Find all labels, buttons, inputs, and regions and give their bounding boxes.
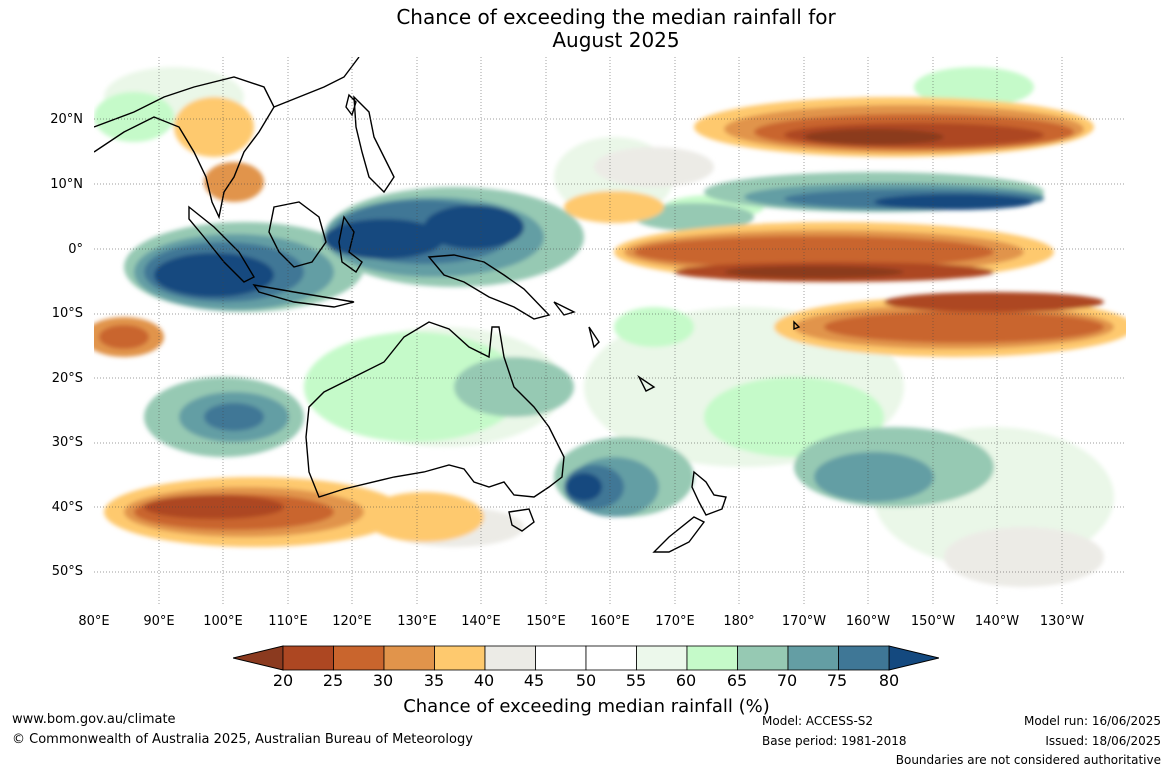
colorbar-cell (636, 645, 688, 671)
colorbar-tick-20: 20 (272, 671, 294, 690)
lon-label-160e: 160°E (590, 614, 630, 629)
lon-label-150w: 150°W (910, 614, 956, 629)
colorbar-tick-70: 70 (776, 671, 798, 690)
lat-label-30s: 30°S (51, 435, 83, 450)
footer-copyright: © Commonwealth of Australia 2025, Austra… (12, 732, 473, 747)
lon-label-140w: 140°W (974, 614, 1020, 629)
colorbar-tick-30: 30 (372, 671, 394, 690)
colorbar-tick-35: 35 (423, 671, 445, 690)
colorbar-tick-75: 75 (826, 671, 848, 690)
lon-label-170e: 170°E (655, 614, 695, 629)
lon-label-180: 180° (723, 614, 755, 629)
lat-label-50s: 50°S (51, 564, 83, 579)
footer-base-period: Base period: 1981-2018 (762, 734, 907, 748)
footer-website: www.bom.gov.au/climate (12, 712, 176, 727)
colorbar-cell (838, 645, 890, 671)
colorbar-tick-50: 50 (575, 671, 597, 690)
lon-label-110e: 110°E (268, 614, 308, 629)
lon-label-90e: 90°E (143, 614, 175, 629)
colorbar-cell (737, 645, 789, 671)
colorbar-cell (282, 645, 334, 671)
lon-label-130w: 130°W (1039, 614, 1085, 629)
footer-model-run: Model run: 16/06/2025 (1023, 714, 1161, 728)
lat-label-10n: 10°N (50, 177, 83, 192)
lat-label-20s: 20°S (51, 371, 83, 386)
lon-label-130e: 130°E (397, 614, 437, 629)
lon-label-80e: 80°E (78, 614, 110, 629)
lon-label-100e: 100°E (203, 614, 243, 629)
colorbar-cell (686, 645, 738, 671)
colorbar-tick-55: 55 (625, 671, 647, 690)
colorbar-tick-65: 65 (726, 671, 748, 690)
colorbar-cell (434, 645, 486, 671)
colorbar-tick-25: 25 (322, 671, 344, 690)
colorbar (233, 645, 939, 671)
lon-label-140e: 140°E (461, 614, 501, 629)
lon-label-120e: 120°E (332, 614, 372, 629)
lon-label-160w: 160°W (845, 614, 891, 629)
lat-label-40s: 40°S (51, 500, 83, 515)
footer-issued: Issued: 18/06/2025 (1045, 734, 1161, 748)
footer-model: Model: ACCESS-S2 (762, 714, 874, 728)
colorbar-high-extend (888, 645, 939, 671)
colorbar-low-extend (233, 645, 284, 671)
colorbar-cell (484, 645, 536, 671)
colorbar-cell (535, 645, 587, 671)
lat-label-0: 0° (68, 242, 83, 257)
colorbar-title: Chance of exceeding median rainfall (%) (403, 696, 770, 717)
footer-disclaimer: Boundaries are not considered authoritat… (895, 753, 1161, 767)
colorbar-cell (787, 645, 839, 671)
probability-field (94, 67, 1126, 587)
map-title-line2: August 2025 (552, 28, 680, 52)
colorbar-tick-80: 80 (878, 671, 900, 690)
colorbar-tick-60: 60 (675, 671, 697, 690)
lat-label-20n: 20°N (50, 112, 83, 127)
colorbar-tick-40: 40 (473, 671, 495, 690)
gridlines (94, 57, 1126, 605)
rainfall-probability-map (94, 57, 1126, 605)
map-title-line1: Chance of exceeding the median rainfall … (396, 5, 836, 29)
colorbar-cell (585, 645, 637, 671)
colorbar-tick-45: 45 (523, 671, 545, 690)
colorbar-cell (383, 645, 435, 671)
lon-label-150e: 150°E (526, 614, 566, 629)
colorbar-cells (282, 645, 890, 671)
coastlines (94, 57, 801, 553)
colorbar-cell (333, 645, 385, 671)
lat-label-10s: 10°S (51, 306, 83, 321)
lon-label-170w: 170°W (781, 614, 827, 629)
